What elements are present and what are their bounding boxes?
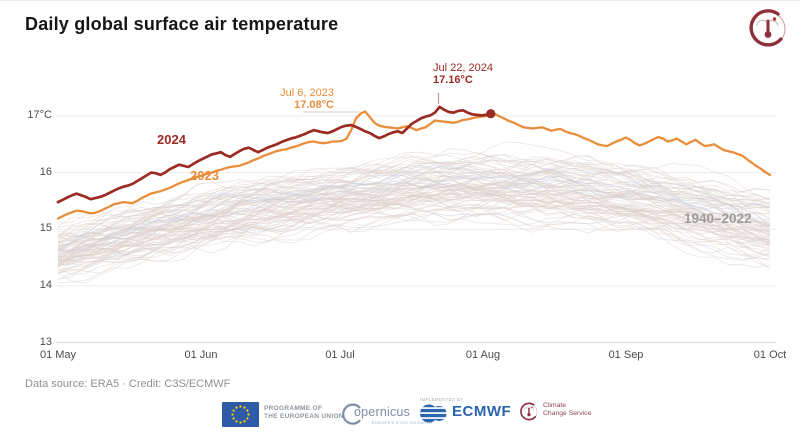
page-title: Daily global surface air temperature [25, 14, 339, 34]
ensemble-line [57, 183, 771, 255]
eu-star [246, 409, 249, 412]
eu-programme-caption: PROGRAMME OF THE EUROPEAN UNION [264, 405, 344, 421]
ensemble-line [57, 203, 771, 273]
ensemble-line [57, 206, 771, 284]
eu-star [235, 420, 238, 423]
copernicus-tagline: EUROPE'S EYES ON EARTH [372, 420, 433, 425]
eu-star [235, 406, 238, 409]
series-label-2023: 2023 [190, 168, 219, 183]
annotation-2023-value: 17.08°C [294, 99, 334, 111]
ensemble-line [57, 152, 771, 227]
ensemble-line [57, 211, 771, 280]
x-tick-01-jun: 01 Jun [184, 349, 218, 361]
x-tick-01-may: 01 May [39, 349, 77, 361]
y-tick-17c: 17°C [27, 109, 52, 121]
series-label-1940-2022: 1940–2022 [684, 211, 752, 226]
ensemble-line [57, 154, 771, 238]
eu-star [247, 413, 250, 416]
annotation-2024-value: 17.16°C [433, 74, 473, 86]
copernicus-wordmark: opernicus [354, 405, 410, 419]
y-tick-15: 15 [39, 222, 52, 235]
annotation-2024-date: Jul 22, 2024 [433, 62, 493, 74]
eu-star [246, 417, 249, 420]
ensemble-line [57, 156, 771, 246]
ensemble-line [57, 188, 771, 260]
series-label-2024: 2024 [157, 132, 186, 147]
ensemble-line [57, 183, 771, 257]
ensemble-line [57, 161, 771, 236]
ensemble-line [57, 188, 771, 265]
ensemble-line [57, 182, 771, 261]
ensemble-line [57, 193, 771, 266]
eu-star [232, 417, 235, 420]
c3s-service-name: Climate Change Service [543, 402, 591, 418]
eu-flag-icon [222, 402, 259, 427]
ensemble-line [57, 205, 771, 275]
x-tick-01-sep: 01 Sep [608, 349, 644, 361]
ensemble-line [57, 151, 771, 229]
y-tick-13: 13 [39, 335, 52, 348]
eu-star [239, 405, 242, 408]
annotation-2023-date: Jul 6, 2023 [280, 87, 334, 99]
ensemble-line [57, 187, 771, 251]
eu-caption-line2: THE EUROPEAN UNION [264, 413, 344, 420]
series-line-2023 [56, 110, 772, 220]
copernicus-c-icon [342, 403, 361, 425]
eu-star [231, 413, 234, 416]
ensemble-line [57, 170, 771, 248]
x-tick-01-jul: 01 Jul [325, 349, 355, 361]
ensemble-line [57, 154, 771, 244]
series-line-2024 [56, 105, 493, 204]
c3s-footer-logo-icon [518, 401, 540, 423]
series-2024-end-dot [486, 109, 496, 119]
data-source-credit: Data source: ERA5 · Credit: C3S/ECMWF [25, 378, 231, 390]
annotation-2024-peak: Jul 22, 2024 17.16°C [433, 62, 533, 86]
ensemble-line [57, 158, 771, 237]
x-tick-01-oct: 01 Oct [753, 349, 787, 361]
eu-star [239, 421, 242, 424]
x-tick-01-aug: 01 Aug [465, 349, 501, 361]
y-tick-14: 14 [39, 278, 52, 291]
ensemble-line [57, 148, 771, 237]
ensemble-line [57, 174, 771, 254]
ensemble-line [57, 190, 771, 263]
eu-star [243, 406, 246, 409]
y-tick-16: 16 [39, 165, 52, 178]
ecmwf-globe-icon [419, 404, 449, 423]
annotation-2023-peak: Jul 6, 2023 17.08°C [238, 87, 334, 111]
ensemble-line [57, 212, 771, 274]
ensemble-line [57, 188, 771, 265]
ensemble-line [57, 170, 771, 245]
c3s-name-line2: Change Service [543, 410, 592, 417]
ensemble-line [57, 209, 771, 280]
ecmwf-implemented-by-label: IMPLEMENTED BY [420, 397, 464, 402]
eu-caption-line1: PROGRAMME OF [264, 405, 323, 412]
eu-star [232, 409, 235, 412]
ensemble-line [57, 194, 771, 271]
ensemble-line [57, 161, 771, 243]
c3s-name-line1: Climate [543, 402, 567, 409]
ensemble-line [57, 192, 771, 267]
ecmwf-wordmark: ECMWF [452, 403, 512, 420]
eu-star [243, 420, 246, 423]
